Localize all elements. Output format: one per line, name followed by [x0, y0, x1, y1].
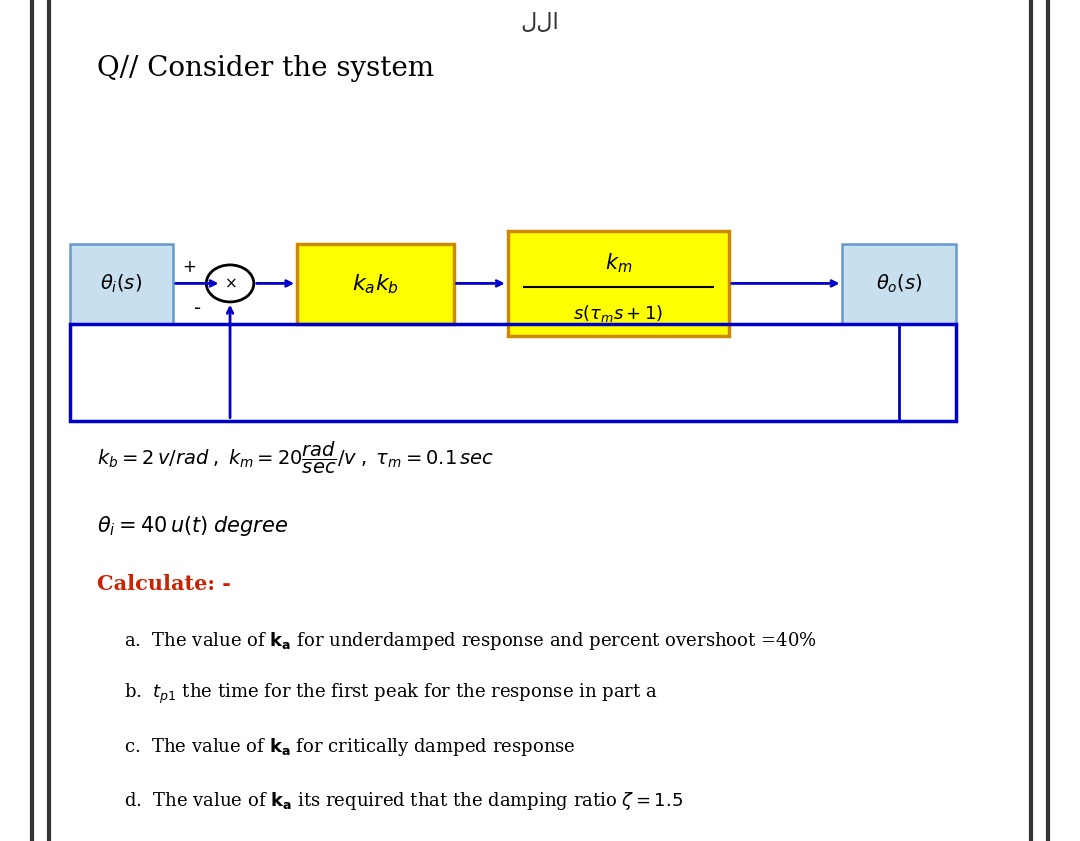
Text: d.  The value of $\mathbf{k_a}$ its required that the damping ratio $\zeta = 1.5: d. The value of $\mathbf{k_a}$ its requi… [124, 790, 684, 812]
Text: c.  The value of $\mathbf{k_a}$ for critically damped response: c. The value of $\mathbf{k_a}$ for criti… [124, 736, 576, 758]
Text: Calculate: -: Calculate: - [97, 574, 231, 595]
Text: a.  The value of $\mathbf{k_a}$ for underdamped response and percent overshoot =: a. The value of $\mathbf{k_a}$ for under… [124, 630, 816, 652]
Text: Q// Consider the system: Q// Consider the system [97, 55, 434, 82]
Text: -: - [193, 299, 201, 319]
Text: $k_ak_b$: $k_ak_b$ [352, 272, 399, 296]
Text: للا: للا [521, 13, 559, 33]
FancyBboxPatch shape [842, 244, 956, 324]
Text: $k_m$: $k_m$ [605, 251, 632, 275]
Text: $s(\tau_ms+1)$: $s(\tau_ms+1)$ [573, 303, 663, 324]
Text: b.  $t_{p1}$ the time for the first peak for the response in part a: b. $t_{p1}$ the time for the first peak … [124, 682, 658, 706]
FancyBboxPatch shape [508, 231, 729, 336]
Text: +: + [183, 258, 195, 276]
FancyBboxPatch shape [297, 244, 454, 324]
Text: $\theta_i = 40\,u(t)\;degree$: $\theta_i = 40\,u(t)\;degree$ [97, 514, 288, 537]
FancyBboxPatch shape [70, 244, 173, 324]
Text: $\theta_o(s)$: $\theta_o(s)$ [876, 272, 922, 295]
Text: $\times$: $\times$ [224, 276, 237, 291]
Text: $k_b = 2\,v/rad\;,\;k_m = 20\dfrac{rad}{sec}/v\;,\;\tau_m = 0.1\,sec$: $k_b = 2\,v/rad\;,\;k_m = 20\dfrac{rad}{… [97, 441, 495, 476]
Text: $\theta_i(s)$: $\theta_i(s)$ [100, 272, 143, 295]
